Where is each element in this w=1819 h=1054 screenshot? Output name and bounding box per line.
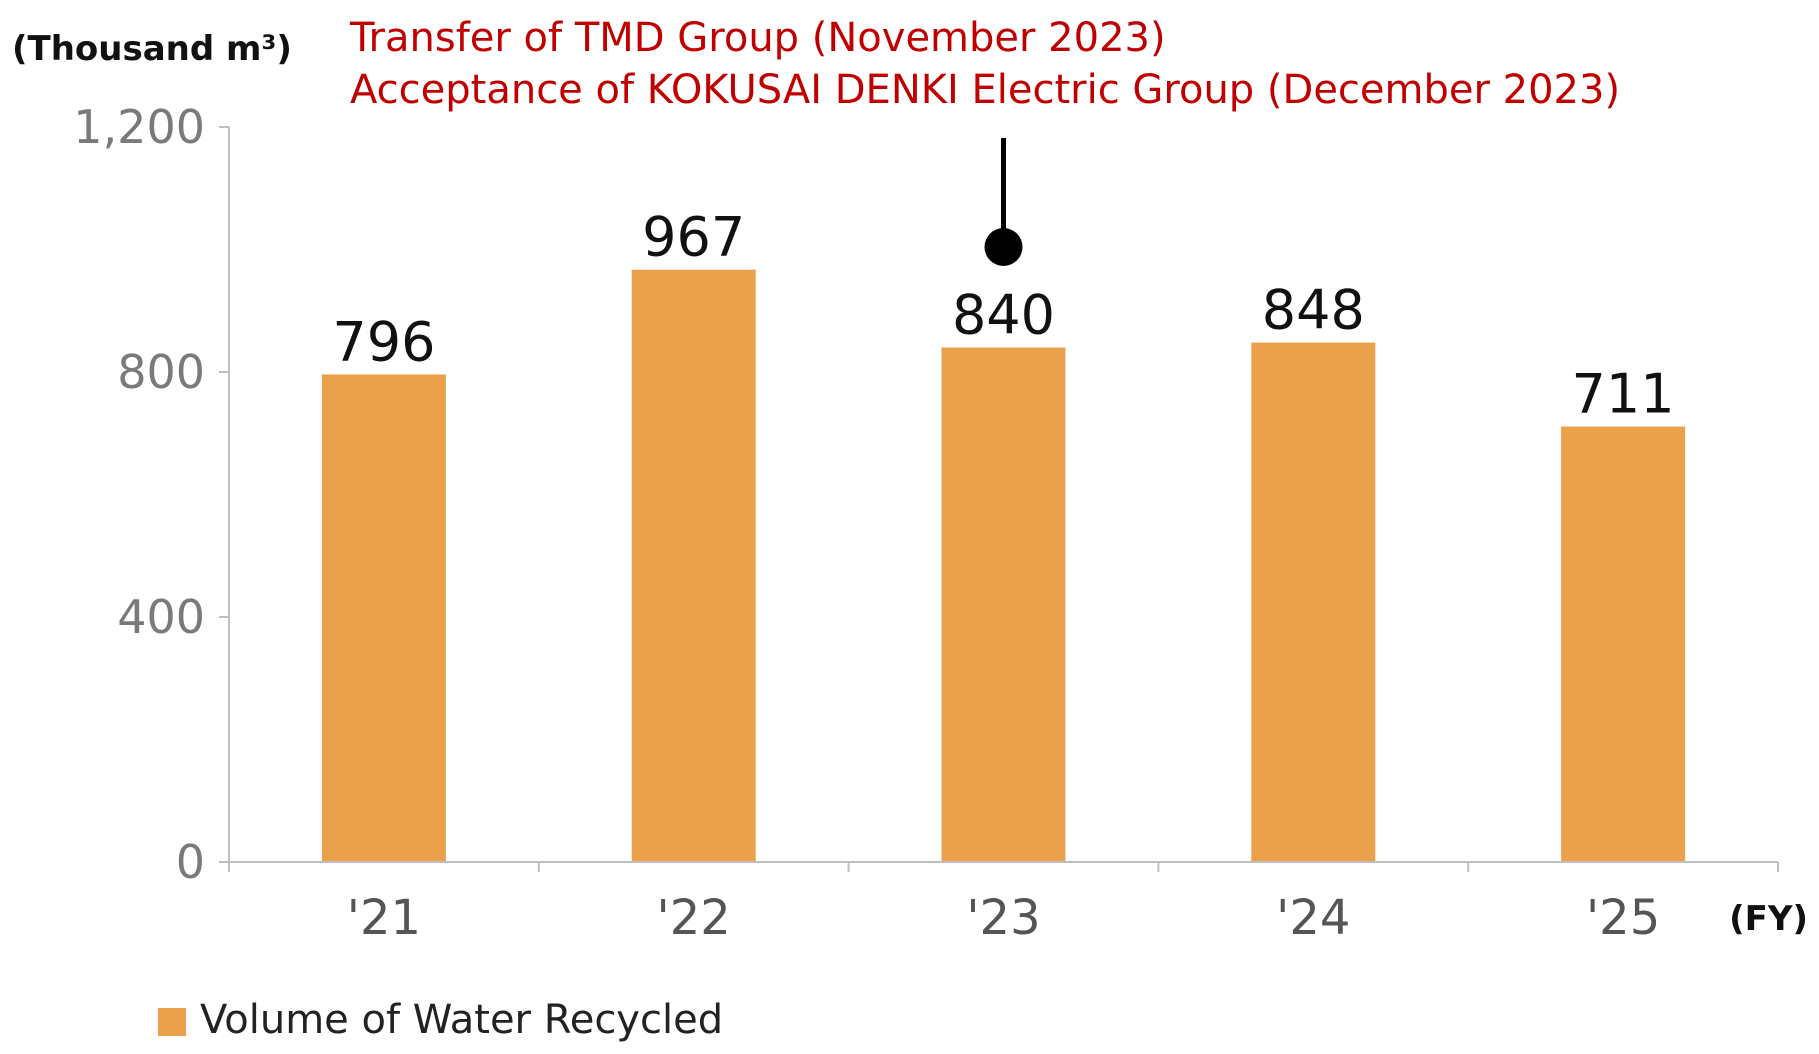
y-tick-label: 400 xyxy=(117,590,205,644)
data-label: 967 xyxy=(642,206,745,269)
x-tick-label: '25 xyxy=(1586,890,1660,946)
y-tick-label: 0 xyxy=(176,835,205,889)
data-label: 840 xyxy=(952,284,1055,347)
annotation-marker xyxy=(984,138,1023,266)
annotation-pointer-dot xyxy=(984,228,1023,266)
y-tick-label: 1,200 xyxy=(73,100,205,154)
x-tick-label: '22 xyxy=(657,890,731,946)
x-axis-ticks: '21 '22 '23 '24 '25 xyxy=(347,890,1660,946)
bars xyxy=(321,269,1686,863)
annotation-line-1: Transfer of TMD Group (November 2023) xyxy=(349,15,1166,61)
bar xyxy=(941,347,1066,862)
data-label: 848 xyxy=(1262,279,1365,342)
bar xyxy=(1251,342,1376,863)
bar xyxy=(321,374,446,862)
annotation-line-2: Acceptance of KOKUSAI DENKI Electric Gro… xyxy=(350,67,1620,113)
data-label: 796 xyxy=(332,310,435,373)
x-tick-label: '21 xyxy=(347,890,421,946)
y-axis-ticks: 0 400 800 1,200 xyxy=(73,100,229,889)
legend-label: Volume of Water Recycled xyxy=(200,997,723,1043)
y-tick-label: 800 xyxy=(117,345,205,399)
x-tick-label: '24 xyxy=(1276,890,1350,946)
y-axis-label: (Thousand m³) xyxy=(12,29,292,69)
data-labels: 796 967 840 848 711 xyxy=(332,206,1674,426)
x-tick-label: '23 xyxy=(966,890,1040,946)
axes xyxy=(228,127,1779,872)
x-axis-label: (FY) xyxy=(1729,899,1808,939)
legend-swatch xyxy=(158,1008,186,1036)
bar xyxy=(1561,426,1686,862)
bar xyxy=(631,269,756,862)
data-label: 711 xyxy=(1572,363,1675,426)
